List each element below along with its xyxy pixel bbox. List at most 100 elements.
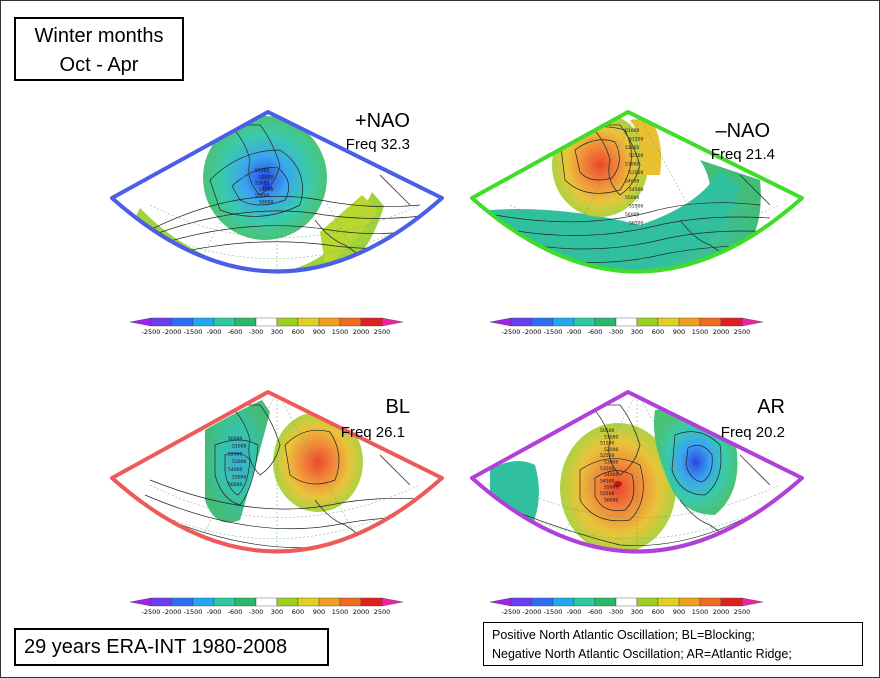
colorbar-swatch — [318, 597, 341, 607]
colorbar-tick-label: -1500 — [544, 608, 563, 616]
colorbar-swatch — [234, 317, 257, 327]
colorbar-swatch — [741, 597, 764, 607]
contour-label: 51500 — [600, 441, 614, 447]
colorbar-swatch — [276, 597, 299, 607]
contour-label: 53000 — [625, 162, 639, 168]
colorbar-tick-label: 300 — [631, 328, 643, 336]
colorbar-tick-label: -2500 — [502, 608, 521, 616]
contour-label: 50500 — [600, 428, 614, 434]
colorbar-tick-label: 1500 — [692, 608, 709, 616]
colorbar-swatch — [573, 317, 596, 327]
contour-label: 55500 — [600, 491, 614, 497]
contour-label: 56000 — [259, 200, 273, 206]
freq-pos-nao: Freq 32.3 — [345, 136, 410, 153]
colorbar-swatch — [360, 597, 383, 607]
colorbar-tick-label: 900 — [673, 328, 685, 336]
colorbar-tick-label: 2000 — [713, 608, 730, 616]
colorbar-tick-label: -300 — [609, 608, 624, 616]
contour-label: 51000 — [255, 168, 269, 174]
label-pos-nao: +NAO — [354, 110, 410, 132]
contour-label: 54500 — [600, 478, 614, 484]
contour-label: 52500 — [629, 153, 643, 159]
contour-label: 54000 — [259, 187, 273, 193]
contour-label: 53500 — [629, 170, 643, 176]
colorbar-tick-label: -300 — [249, 608, 264, 616]
colorbar: -2500 -2000 -1500 -900 -600 -300 300 600 900 1500… — [129, 317, 404, 336]
label-bl: BL — [385, 396, 410, 418]
colorbar-swatch — [171, 317, 194, 327]
colorbar-swatch — [678, 317, 701, 327]
colorbar-swatch — [741, 317, 764, 327]
colorbar-tick-label: -600 — [228, 328, 243, 336]
colorbar-swatch — [720, 597, 743, 607]
colorbar-swatch — [150, 317, 173, 327]
contour-label: 56000 — [604, 497, 618, 503]
colorbar-swatch — [360, 317, 383, 327]
freq-neg-nao: Freq 21.4 — [710, 146, 775, 163]
colorbar: -2500 -2000 -1500 -900 -600 -300 300 600 900 1500… — [489, 317, 764, 336]
colorbar-swatch — [489, 317, 512, 327]
colorbar-swatch — [657, 597, 680, 607]
colorbar-tick-label: -900 — [567, 328, 582, 336]
map-ar — [470, 390, 804, 554]
colorbar-tick-label: -2500 — [142, 328, 161, 336]
legend-line-2: Negative North Atlantic Oscillation; AR=… — [492, 647, 792, 661]
colorbar-swatch — [657, 317, 680, 327]
colorbar-swatch — [255, 597, 278, 607]
legend-line-1: Positive North Atlantic Oscillation; BL=… — [492, 628, 755, 642]
contour-label: 53000 — [255, 181, 269, 187]
contour-label: 51000 — [625, 128, 639, 134]
contour-label: 52000 — [228, 451, 242, 457]
freq-ar: Freq 20.2 — [720, 424, 785, 441]
colorbar-tick-label: -2000 — [523, 328, 542, 336]
colorbar: -2500 -2000 -1500 -900 -600 -300 300 600 900 1500… — [129, 597, 404, 616]
contour-label: 52500 — [600, 453, 614, 459]
colorbar-swatch — [699, 597, 722, 607]
colorbar-swatch — [129, 597, 152, 607]
colorbar-tick-label: -600 — [588, 328, 603, 336]
colorbar-swatch — [339, 597, 362, 607]
contour-label: 53500 — [600, 466, 614, 472]
contour-label: 54000 — [604, 472, 618, 478]
colorbar-swatch — [297, 597, 320, 607]
colorbar-tick-label: 300 — [271, 608, 283, 616]
period-box: 29 years ERA-INT 1980-2008 — [14, 628, 329, 666]
colorbar-tick-label: 2500 — [734, 608, 751, 616]
label-neg-nao: –NAO — [715, 120, 770, 142]
colorbar-swatch — [192, 317, 215, 327]
frame-bl — [110, 390, 444, 554]
colorbar-swatch — [678, 597, 701, 607]
contour-label: 54000 — [625, 178, 639, 184]
colorbar-tick-label: 2500 — [734, 328, 751, 336]
colorbar-swatch — [339, 317, 362, 327]
colorbar-swatch — [531, 317, 554, 327]
colorbar-tick-label: -1500 — [184, 328, 203, 336]
season-title-line2: Oct - Apr — [59, 54, 139, 76]
colorbar-tick-label: -900 — [207, 328, 222, 336]
colorbar-swatch — [615, 317, 638, 327]
colorbar-tick-label: 2500 — [374, 328, 391, 336]
colorbar-swatch — [234, 597, 257, 607]
contour-label: 50000 — [228, 436, 242, 442]
contour-label: 55000 — [604, 485, 618, 491]
freq-bl: Freq 26.1 — [340, 424, 405, 441]
contour-label: 55000 — [255, 193, 269, 199]
colorbar-tick-label: 300 — [631, 608, 643, 616]
frame-pos-nao — [110, 110, 444, 274]
colorbar-tick-label: 1500 — [332, 328, 349, 336]
colorbar-tick-label: 900 — [673, 608, 685, 616]
colorbars: -2500 -2000 -1500 -900 -600 -300 300 600 900 1500… — [129, 317, 764, 616]
colorbar-swatch — [552, 317, 575, 327]
colorbar-swatch — [510, 317, 533, 327]
colorbar-tick-label: -2500 — [142, 608, 161, 616]
contour-label: 53000 — [232, 459, 246, 465]
map-bl — [110, 390, 444, 554]
contour-label: 55000 — [232, 475, 246, 481]
colorbar-swatch — [552, 597, 575, 607]
colorbar-tick-label: -1500 — [544, 328, 563, 336]
colorbar-tick-label: 2000 — [713, 328, 730, 336]
colorbar-tick-label: -900 — [207, 608, 222, 616]
colorbar-swatch — [573, 597, 596, 607]
colorbar-swatch — [489, 597, 512, 607]
